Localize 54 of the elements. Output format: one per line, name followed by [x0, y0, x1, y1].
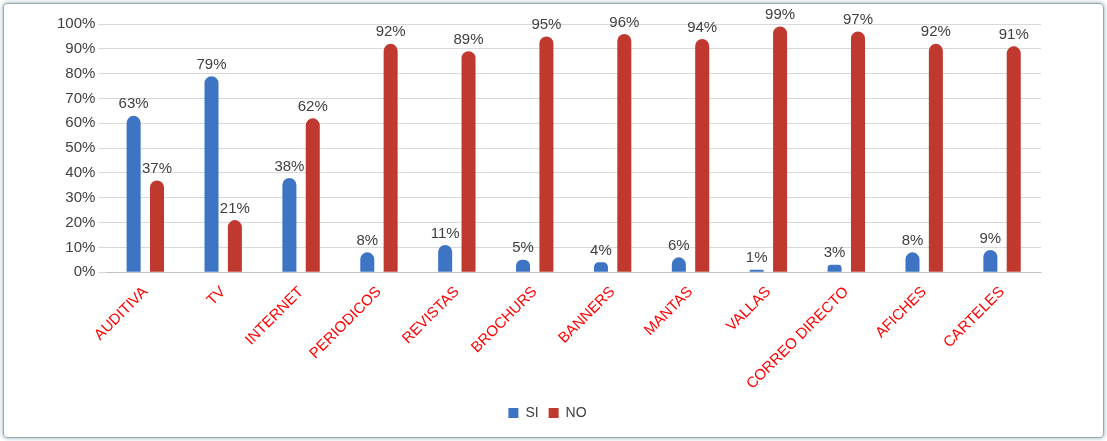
bar	[149, 180, 164, 272]
y-tick-label: 20%	[65, 212, 96, 230]
data-label: 79%	[196, 54, 227, 72]
data-label: 92%	[920, 22, 951, 40]
data-label: 3%	[823, 243, 846, 261]
y-tick-label: 0%	[73, 262, 96, 280]
y-tick-label: 50%	[65, 138, 96, 156]
y-tick-label: 10%	[65, 237, 96, 255]
legend-label: NO	[565, 403, 587, 420]
bar	[539, 36, 554, 272]
data-label: 5%	[512, 238, 534, 256]
y-tick-label: 90%	[65, 38, 96, 56]
bar	[1006, 46, 1021, 272]
data-label: 38%	[274, 156, 305, 174]
y-tick-label: 70%	[65, 88, 96, 106]
bar	[305, 118, 320, 272]
bar	[204, 76, 219, 272]
bar	[438, 244, 453, 272]
bar	[617, 33, 632, 272]
bar	[461, 51, 476, 272]
data-label: 95%	[531, 15, 562, 33]
data-label: 11%	[430, 223, 460, 241]
bar	[227, 220, 242, 272]
bar	[126, 115, 141, 272]
y-tick-label: 80%	[65, 63, 96, 81]
data-label: 96%	[609, 12, 640, 30]
data-label: 62%	[297, 96, 328, 114]
y-tick-label: 40%	[65, 163, 96, 181]
data-label: 1%	[745, 248, 768, 266]
y-tick-label: 30%	[65, 187, 96, 205]
data-label: 94%	[687, 17, 718, 35]
bar	[850, 31, 865, 272]
data-label: 21%	[219, 198, 250, 216]
data-label: 63%	[118, 94, 149, 112]
data-label: 6%	[667, 235, 690, 253]
x-tick-label: TV	[202, 282, 229, 309]
data-label: 97%	[842, 10, 873, 28]
bar	[282, 177, 297, 272]
data-label: 9%	[979, 228, 1002, 246]
y-tick-label: 100%	[56, 14, 96, 32]
data-label: 4%	[590, 240, 612, 258]
bar	[695, 38, 710, 272]
data-label: 8%	[356, 231, 379, 249]
legend-label: SI	[525, 403, 539, 420]
bar	[928, 43, 943, 272]
bar	[383, 43, 398, 272]
data-label: 37%	[141, 159, 173, 177]
data-label: 89%	[453, 29, 484, 47]
data-label: 99%	[765, 5, 796, 23]
data-label: 91%	[998, 24, 1029, 42]
bar	[773, 26, 788, 272]
y-tick-label: 60%	[65, 113, 96, 131]
data-label: 8%	[901, 231, 924, 249]
data-label: 92%	[375, 22, 406, 40]
